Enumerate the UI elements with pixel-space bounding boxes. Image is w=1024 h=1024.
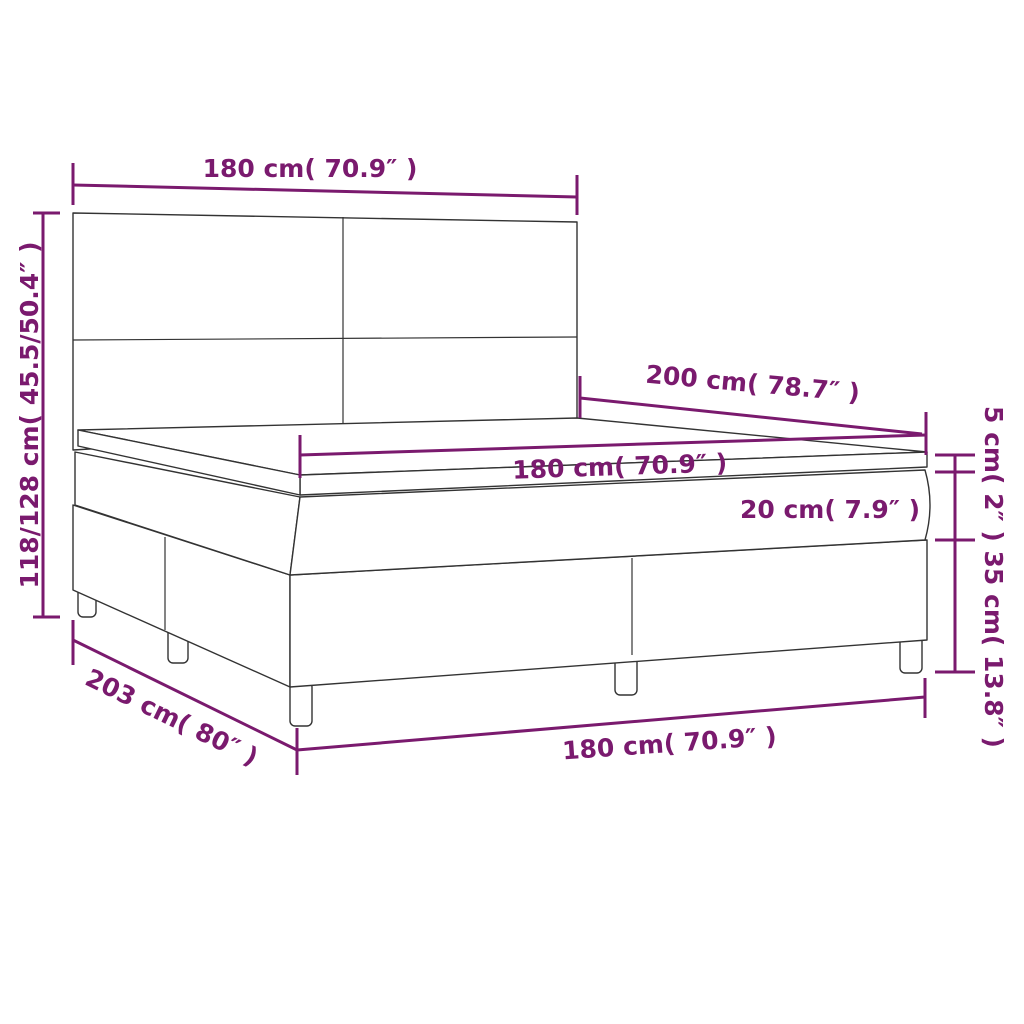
total-height-label: 118/128 cm( 45.5/50.4″ ): [15, 242, 44, 589]
total-length-label: 203 cm( 80″ ): [81, 663, 263, 771]
mattress-front: [289, 469, 931, 576]
headboard-seam-horizontal: [72, 336, 578, 341]
leg: [289, 681, 313, 727]
headboard-width-label: 180 cm( 70.9″ ): [203, 154, 418, 183]
base-width-label: 180 cm( 70.9″ ): [561, 722, 777, 766]
headboard: [72, 212, 578, 451]
bed-drawing: [72, 212, 931, 727]
topper-side: [77, 429, 301, 496]
length-label: 200 cm( 78.7″ ): [644, 360, 861, 408]
side-heights-label: 5 cm( 2″ ) 35 cm( 13.8″ ): [979, 406, 1008, 748]
mattress-height-label: 20 cm( 7.9″ ): [740, 495, 920, 524]
dimension-lines: [33, 163, 975, 775]
